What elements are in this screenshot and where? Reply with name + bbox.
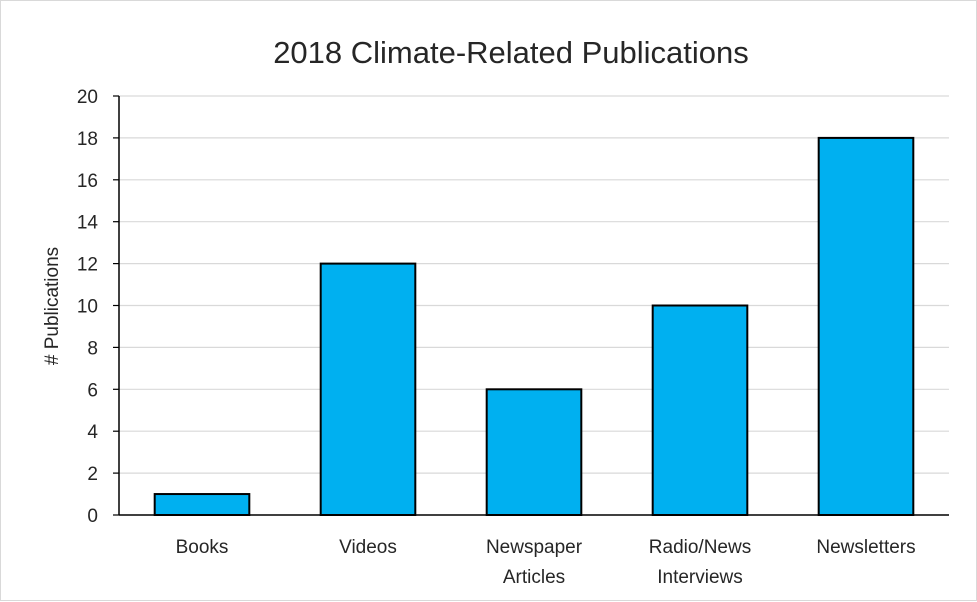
bars <box>153 136 915 516</box>
axes <box>113 95 949 516</box>
bar <box>651 304 749 516</box>
bar <box>319 262 417 516</box>
x-category-label: Books <box>176 537 229 558</box>
chart-title: 2018 Climate-Related Publications <box>273 35 749 70</box>
y-tick-label: 2 <box>87 464 98 485</box>
bar <box>817 136 915 516</box>
gridlines <box>119 95 949 474</box>
y-tick-label: 10 <box>77 297 98 318</box>
y-tick-label: 12 <box>77 255 98 276</box>
y-tick-label: 16 <box>77 171 98 192</box>
y-axis-label: # Publications <box>42 247 63 365</box>
y-tick-label: 18 <box>77 129 98 150</box>
x-category-label: Videos <box>339 537 397 558</box>
y-tick-label: 20 <box>77 87 98 108</box>
bar <box>485 388 583 516</box>
y-tick-label: 4 <box>87 422 98 443</box>
y-tick-labels: 0 2 4 6 8 10 12 14 16 18 20 <box>77 87 99 527</box>
y-tick-label: 8 <box>87 338 98 359</box>
y-tick-label: 0 <box>87 506 98 527</box>
x-category-label: Newspaper Articles <box>486 537 583 588</box>
bar <box>153 493 251 516</box>
x-category-label: Newsletters <box>816 537 915 558</box>
y-tick-label: 14 <box>77 213 99 234</box>
x-category-labels: Books Videos Newspaper Articles Radio/News In… <box>176 537 916 588</box>
x-category-label: Radio/News Interviews <box>649 537 751 588</box>
y-tick-label: 6 <box>87 380 98 401</box>
